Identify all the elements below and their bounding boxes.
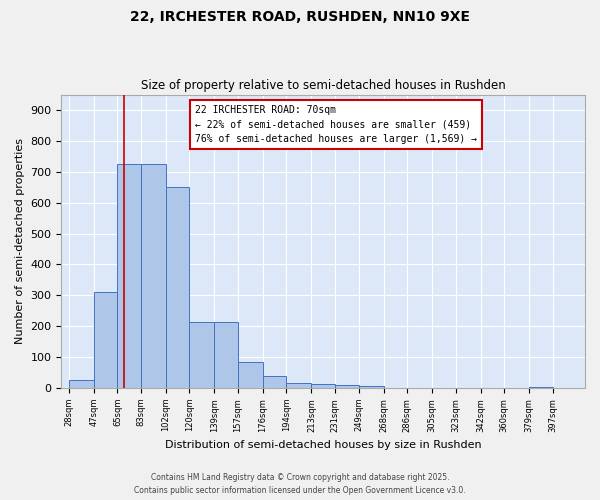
Bar — [69, 380, 94, 388]
Text: 22, IRCHESTER ROAD, RUSHDEN, NN10 9XE: 22, IRCHESTER ROAD, RUSHDEN, NN10 9XE — [130, 10, 470, 24]
Bar — [311, 384, 335, 388]
Bar — [529, 386, 553, 388]
Bar — [263, 376, 286, 388]
Bar — [286, 382, 311, 388]
Bar — [238, 362, 263, 388]
Bar — [118, 164, 141, 388]
Bar — [190, 322, 214, 388]
Bar — [94, 292, 118, 388]
Y-axis label: Number of semi-detached properties: Number of semi-detached properties — [15, 138, 25, 344]
X-axis label: Distribution of semi-detached houses by size in Rushden: Distribution of semi-detached houses by … — [165, 440, 482, 450]
Bar — [359, 386, 383, 388]
Text: Contains HM Land Registry data © Crown copyright and database right 2025.
Contai: Contains HM Land Registry data © Crown c… — [134, 474, 466, 495]
Bar — [335, 385, 359, 388]
Text: 22 IRCHESTER ROAD: 70sqm
← 22% of semi-detached houses are smaller (459)
76% of : 22 IRCHESTER ROAD: 70sqm ← 22% of semi-d… — [195, 105, 477, 144]
Bar — [214, 322, 238, 388]
Title: Size of property relative to semi-detached houses in Rushden: Size of property relative to semi-detach… — [141, 79, 506, 92]
Bar — [166, 187, 190, 388]
Bar — [141, 164, 166, 388]
